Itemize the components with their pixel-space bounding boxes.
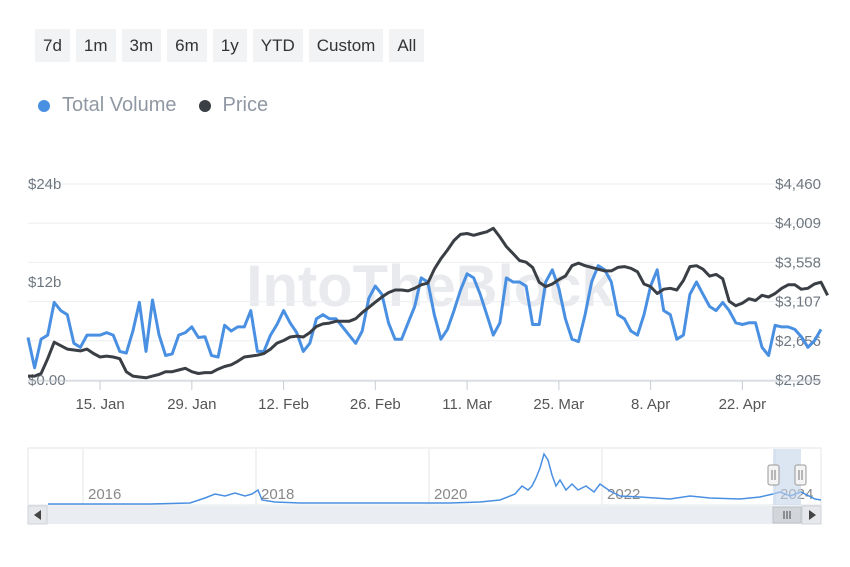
range-custom-button[interactable]: Custom <box>308 29 384 62</box>
volume-series-line <box>26 264 823 370</box>
scroll-right-arrow-icon <box>809 510 816 520</box>
range-1m-button[interactable]: 1m <box>75 29 116 62</box>
range-7d-button[interactable]: 7d <box>35 29 70 62</box>
range-selector: 7d 1m 3m 6m 1y YTD Custom All <box>35 29 425 62</box>
navigator-tick-1: 2018 <box>261 486 294 503</box>
navigator-tick-2: 2020 <box>434 486 467 503</box>
navigator-left-handle[interactable] <box>767 464 780 486</box>
volume-legend-dot <box>38 99 50 112</box>
x-axis-tick-4: 11. Mar <box>442 396 492 413</box>
x-axis: 15. Jan 29. Jan 12. Feb 26. Feb 11. Mar 25. M… <box>28 380 821 413</box>
legend-label-price: Price <box>222 94 269 116</box>
right-axis-tick-4: $4,009 <box>775 215 821 232</box>
scroll-left-arrow-icon <box>34 510 41 520</box>
navigator[interactable]: 20162018202020222024 <box>27 447 822 506</box>
navigator-tick-3: 2022 <box>607 486 640 503</box>
x-axis-tick-7: 22. Apr <box>719 396 767 413</box>
watermark-text: IntoTheBlock <box>246 254 614 319</box>
x-axis-tick-3: 26. Feb <box>350 396 401 413</box>
right-axis-tick-5: $4,460 <box>775 176 821 193</box>
right-axis-tick-2: $3,107 <box>775 294 821 311</box>
x-axis-tick-5: 25. Mar <box>533 396 584 413</box>
range-ytd-button[interactable]: YTD <box>252 29 303 62</box>
x-axis-tick-1: 29. Jan <box>167 396 216 413</box>
right-axis: $2,205$2,656$3,107$3,558$4,009$4,460 <box>775 176 821 389</box>
navigator-tick-0: 2016 <box>88 486 121 503</box>
navigator-right-handle[interactable] <box>794 464 807 486</box>
left-axis-tick-2: $24b <box>28 176 61 193</box>
price-series-line <box>28 226 829 380</box>
x-axis-tick-2: 12. Feb <box>258 396 309 413</box>
range-all-button[interactable]: All <box>389 29 425 62</box>
scrollbar[interactable] <box>27 505 822 525</box>
left-axis-tick-1: $12b <box>28 274 61 291</box>
chart-legend: Total Volume Price <box>38 94 268 117</box>
range-6m-button[interactable]: 6m <box>167 29 207 62</box>
navigator-frame <box>27 447 822 506</box>
x-axis-tick-0: 15. Jan <box>75 396 124 413</box>
price-legend-dot <box>198 99 211 112</box>
legend-item-price[interactable]: Price <box>198 94 269 117</box>
legend-label-volume: Total Volume <box>62 94 177 116</box>
x-axis-tick-6: 8. Apr <box>631 396 670 413</box>
navigator-series-line <box>48 452 822 505</box>
scrollbar-track[interactable] <box>28 506 821 524</box>
range-3m-button[interactable]: 3m <box>121 29 162 62</box>
legend-item-volume[interactable]: Total Volume <box>38 94 177 117</box>
range-1y-button[interactable]: 1y <box>212 29 247 62</box>
right-axis-tick-3: $3,558 <box>775 254 821 271</box>
